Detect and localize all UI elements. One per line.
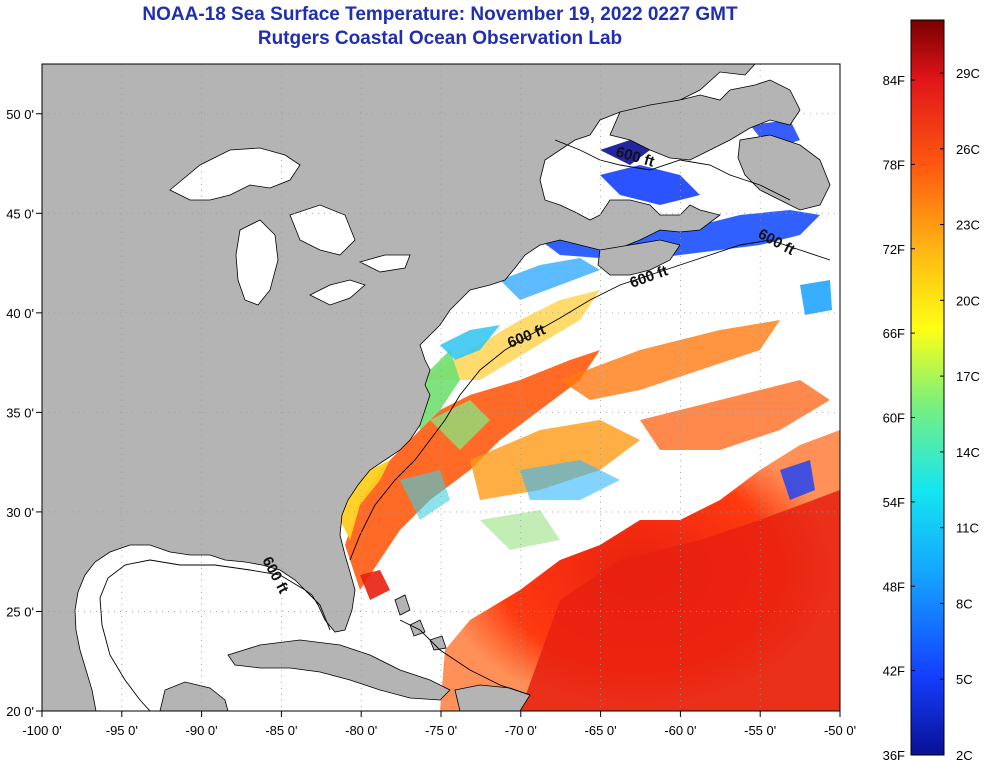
longitude-label: -80 0' (345, 723, 377, 738)
celsius-scale-label: 8C (956, 596, 973, 611)
longitude-label: -55 0' (744, 723, 776, 738)
latitude-label: 50 0' (6, 107, 34, 122)
fahrenheit-scale-label: 66F (883, 326, 905, 341)
fahrenheit-scale-label: 84F (883, 73, 905, 88)
celsius-scale-label: 5C (956, 672, 973, 687)
latitude-axis: 50 0' 45 0' 40 0' 35 0' 30 0' 25 0' 20 0' (6, 107, 42, 719)
map-subtitle: Rutgers Coastal Ocean Observation Lab (257, 28, 623, 49)
longitude-label: -65 0' (585, 723, 617, 738)
latitude-label: 30 0' (6, 505, 34, 520)
longitude-label: -75 0' (425, 723, 457, 738)
latitude-label: 25 0' (6, 604, 34, 619)
longitude-label: -95 0' (106, 723, 138, 738)
longitude-axis: -100 0' -95 0' -90 0' -85 0' -80 0' -75 0' -70… (22, 711, 856, 738)
color-scale-bar (910, 19, 945, 756)
bathymetry-contours (99, 139, 831, 711)
longitude-label: -100 0' (22, 723, 61, 738)
graticule (42, 64, 840, 711)
fahrenheit-scale-label: 42F (883, 664, 905, 679)
longitude-label: -50 0' (824, 723, 856, 738)
map-title: NOAA-18 Sea Surface Temperature: Novembe… (142, 4, 738, 25)
fahrenheit-scale-label: 36F (883, 748, 905, 763)
latitude-label: 20 0' (6, 704, 34, 719)
celsius-scale-label: 14C (956, 445, 980, 460)
longitude-label: -85 0' (265, 723, 297, 738)
celsius-scale-label: 17C (956, 369, 980, 384)
celsius-scale-label: 23C (956, 218, 980, 233)
longitude-label: -90 0' (186, 723, 218, 738)
celsius-scale-label: 2C (956, 748, 973, 763)
longitude-label: -70 0' (505, 723, 537, 738)
great-lakes (169, 147, 411, 306)
latitude-label: 40 0' (6, 306, 34, 321)
fahrenheit-labels: 84F 78F 72F 66F 60F 54F 48F 42F 36F (883, 73, 915, 763)
fahrenheit-scale-label: 48F (883, 579, 905, 594)
celsius-scale-label: 11C (956, 521, 979, 536)
fahrenheit-scale-label: 72F (883, 242, 905, 257)
fahrenheit-scale-label: 60F (883, 411, 905, 426)
celsius-scale-label: 20C (956, 293, 980, 308)
celsius-scale-label: 26C (956, 142, 980, 157)
celsius-labels: 29C 26C 23C 20C 17C 14C 11C 8C 5C 2C (940, 66, 980, 763)
latitude-label: 45 0' (6, 206, 34, 221)
fahrenheit-scale-label: 54F (883, 495, 905, 510)
latitude-label: 35 0' (6, 405, 34, 420)
celsius-scale-label: 29C (956, 66, 980, 81)
fahrenheit-scale-label: 78F (883, 157, 905, 172)
land-layer (42, 64, 831, 711)
longitude-label: -60 0' (664, 723, 696, 738)
